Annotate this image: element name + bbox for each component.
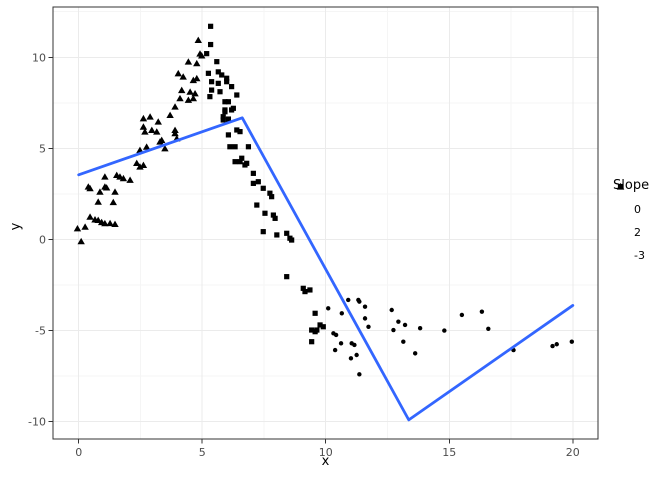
circle-point-icon [612, 184, 629, 218]
fit-line [77, 116, 575, 422]
points-series-0 [326, 297, 575, 377]
axis-ticks [48, 56, 574, 444]
y-tick-label: -10 [28, 416, 46, 429]
axis-tick-labels: 0 5 10 15 20 -10 -5 0 5 10 [28, 51, 580, 459]
x-tick-label: 5 [199, 446, 206, 459]
y-tick-label: 0 [39, 233, 46, 246]
legend-entry-slope-neg3: -3 [612, 183, 649, 267]
legend-label: -3 [634, 249, 645, 262]
legend-entry-slope-2: 2 [612, 182, 649, 244]
grid-major [53, 7, 598, 439]
x-tick-label: 15 [442, 446, 456, 459]
legend-label: 2 [634, 226, 641, 239]
points-series--3 [204, 23, 326, 345]
triangle-point-icon [612, 182, 629, 241]
y-tick-label: -5 [35, 325, 46, 338]
y-tick-label: 5 [39, 142, 46, 155]
legend-label: 0 [634, 203, 641, 216]
x-tick-label: 10 [319, 446, 333, 459]
legend: Slope 0 2 -3 [612, 178, 649, 267]
x-axis-title: x [321, 454, 330, 469]
y-axis-title: y [8, 222, 24, 231]
square-point-icon [612, 183, 629, 264]
points-series-2 [73, 36, 206, 245]
x-tick-label: 20 [566, 446, 580, 459]
x-tick-label: 0 [75, 446, 82, 459]
y-tick-label: 10 [32, 51, 46, 64]
legend-entry-slope-0: 0 [612, 184, 649, 221]
